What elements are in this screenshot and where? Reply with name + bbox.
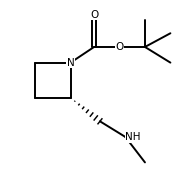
Text: NH: NH	[125, 132, 141, 142]
Text: O: O	[115, 42, 124, 52]
Text: N: N	[67, 58, 74, 68]
Text: O: O	[90, 10, 98, 20]
